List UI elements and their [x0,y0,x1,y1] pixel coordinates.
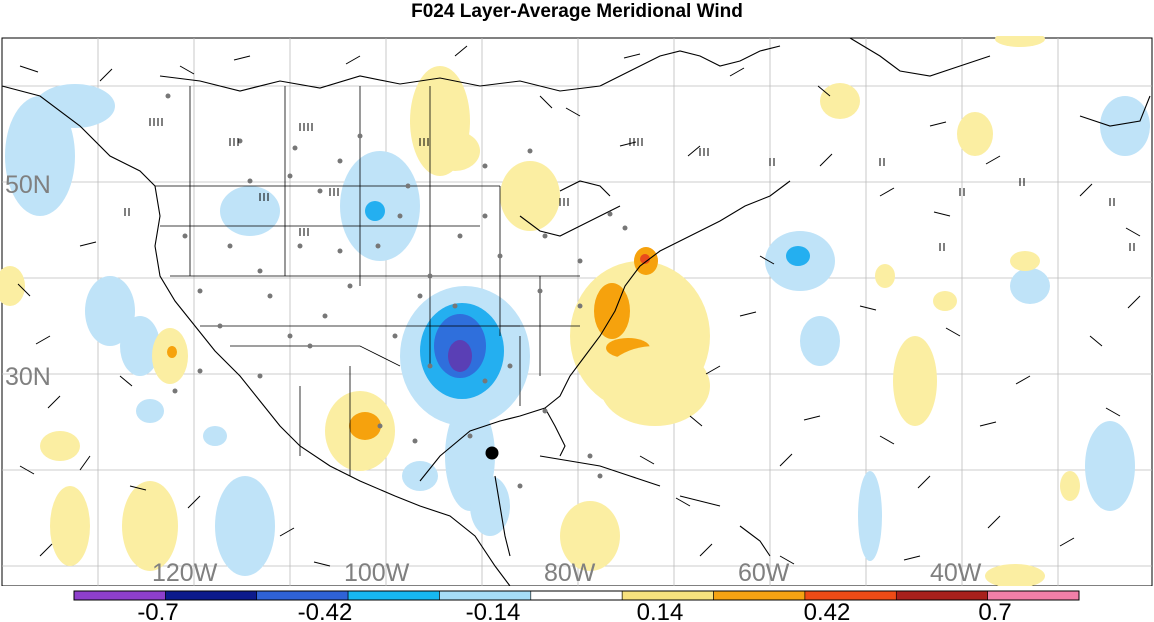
negative-anomaly-shading [5,84,1150,576]
lat-label-30n: 30N [5,363,51,391]
colorbar-tick-label: 0.14 [637,599,684,622]
lat-labels: 50N 30N [5,171,51,391]
wind-barbs [17,45,1141,567]
lat-label-50n: 50N [5,171,51,199]
colorbar-bin [165,590,258,601]
colorbar-tick-label: -0.14 [466,599,521,622]
wind-barb-feathers [124,118,1135,251]
lon-label-40w: 40W [930,559,982,586]
coastlines [1,37,1151,586]
meridional-wind-map: 50N 30N 120W 100W 80W 60W 40W [0,36,1153,586]
colorbar-tick-label: 0.42 [804,599,851,622]
colorbar-bin [895,590,988,601]
colorbar-tick-labels: -0.7 -0.42 -0.14 0.14 0.42 0.7 [137,599,1011,622]
lon-labels: 120W 100W 80W 60W 40W [152,559,982,586]
page-title: F024 Layer-Average Meridional Wind [411,1,743,22]
colorbar-bin [347,590,440,601]
colorbar-tick-label: -0.7 [137,599,178,622]
positive-anomaly-shading [0,36,1080,586]
colorbar-bin [713,590,806,601]
colorbar-outline [73,590,1080,601]
lon-label-100w: 100W [344,559,410,586]
lon-label-60w: 60W [738,559,790,586]
colorbar: -0.7 -0.42 -0.14 0.14 0.42 0.7 [73,590,1080,622]
colorbar-bins [73,590,1080,601]
lon-label-80w: 80W [544,559,596,586]
marker-dot [485,446,499,460]
state-borders [155,86,580,476]
lon-label-120w: 120W [152,559,218,586]
colorbar-tick-label: -0.42 [298,599,353,622]
colorbar-bin [530,590,623,601]
station-dots [165,93,628,489]
colorbar-tick-label: 0.7 [978,599,1011,622]
